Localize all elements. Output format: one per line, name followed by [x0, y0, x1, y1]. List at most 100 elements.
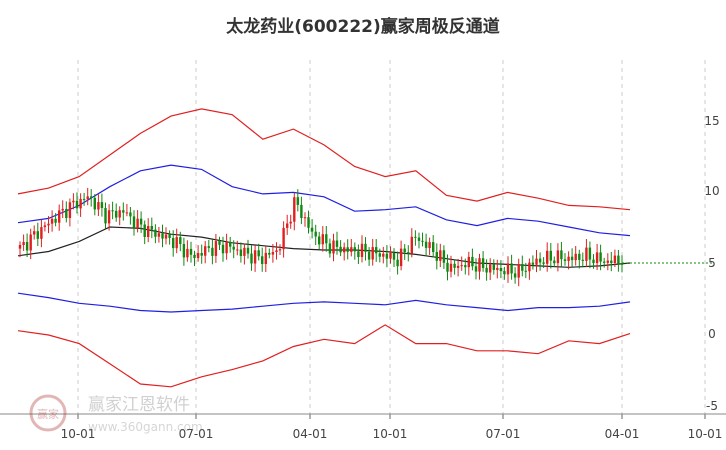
candle-body — [371, 247, 374, 260]
candle-body — [100, 202, 104, 208]
band-outer-upper — [17, 108, 631, 211]
candle-body — [268, 252, 271, 255]
candle-body — [296, 197, 299, 205]
candle-body — [65, 208, 68, 218]
candle-body — [75, 200, 79, 209]
candle-body — [43, 225, 47, 228]
candle-body — [54, 218, 57, 223]
candle-body — [496, 268, 499, 270]
candle-body — [385, 253, 389, 259]
candle-body — [36, 231, 39, 239]
candle-body — [521, 264, 524, 271]
candle-body — [115, 210, 118, 218]
candle-body — [321, 234, 324, 245]
candle-body — [410, 236, 413, 254]
candle-body — [164, 234, 168, 239]
candle-body — [542, 262, 545, 264]
candle-body — [399, 248, 403, 267]
x-tick-label: 07-01 — [179, 427, 214, 441]
candle-body — [556, 250, 560, 264]
candle-body — [147, 226, 150, 237]
candle-body — [18, 245, 22, 249]
candle-body — [538, 258, 542, 263]
candle-body — [357, 251, 360, 257]
candle-body — [617, 255, 620, 264]
candle-body — [553, 260, 556, 264]
candle-body — [182, 244, 186, 258]
candle-body — [58, 210, 61, 223]
candle-body — [107, 210, 111, 224]
candle-body — [606, 260, 609, 263]
candle-body — [243, 247, 246, 256]
candle-body — [581, 259, 584, 261]
candle-body — [236, 249, 239, 251]
grid-lines — [77, 60, 706, 414]
candle-body — [118, 210, 121, 218]
candle-body — [613, 255, 617, 263]
candle-body — [421, 240, 424, 242]
candle-body — [489, 264, 492, 273]
band-inner-lower — [17, 292, 631, 313]
candle-body — [207, 246, 210, 248]
candle-body — [396, 259, 399, 267]
candle-body — [61, 208, 64, 211]
candle-body — [432, 242, 435, 252]
x-tick-label: 10-01 — [61, 427, 96, 441]
candle-body — [524, 270, 527, 272]
candle-body — [435, 252, 438, 261]
candle-body — [464, 265, 467, 268]
candle-body — [82, 198, 86, 200]
candle-body — [139, 218, 143, 225]
candle-body — [314, 231, 317, 237]
candle-body — [603, 261, 606, 263]
candle-body — [303, 217, 307, 219]
candle-body — [364, 243, 367, 252]
candle-body — [567, 256, 570, 261]
candle-body — [90, 196, 93, 198]
candle-body — [289, 221, 292, 224]
candle-body — [293, 197, 296, 222]
candle-body — [239, 249, 243, 256]
candle-body — [261, 256, 264, 264]
candle-body — [389, 253, 392, 259]
candle-body — [50, 218, 54, 224]
candle-body — [143, 224, 146, 237]
candle-body — [474, 266, 478, 272]
candle-body — [478, 258, 481, 272]
candle-body — [179, 237, 182, 244]
candle-body — [132, 216, 136, 228]
candle-body — [250, 253, 253, 264]
candle-body — [211, 247, 214, 256]
candle-body — [111, 210, 114, 212]
candle-body — [367, 251, 371, 260]
watermark-logo-text: 赢家 — [37, 407, 59, 421]
x-tick-label: 10-01 — [373, 427, 408, 441]
candle-body — [189, 248, 193, 255]
candle-body — [200, 253, 203, 256]
candle-body — [588, 247, 592, 260]
candle-body — [232, 246, 235, 250]
candle-body — [125, 212, 129, 214]
candle-body — [620, 263, 624, 265]
candle-body — [175, 237, 178, 249]
band-outer-lower — [17, 324, 631, 388]
candle-body — [22, 242, 25, 245]
candle-body — [442, 250, 446, 263]
candle-body — [360, 243, 364, 257]
candle-body — [517, 264, 520, 278]
y-tick-label: 15 — [704, 114, 719, 128]
band-middle — [17, 226, 631, 268]
candle-body — [93, 197, 96, 210]
x-tick-label: 10-01 — [688, 427, 723, 441]
candle-body — [300, 204, 303, 218]
candle-body — [264, 252, 267, 264]
watermark-url: www.360gann.com — [88, 420, 203, 434]
candle-body — [186, 248, 189, 258]
candle-body — [79, 198, 82, 209]
candle-body — [278, 249, 282, 251]
y-tick-label: 5 — [708, 256, 716, 270]
candle-body — [25, 242, 29, 251]
candle-body — [428, 242, 431, 248]
candle-body — [196, 253, 200, 259]
watermark: 赢家 赢家江恩软件 www.360gann.com — [29, 394, 203, 434]
